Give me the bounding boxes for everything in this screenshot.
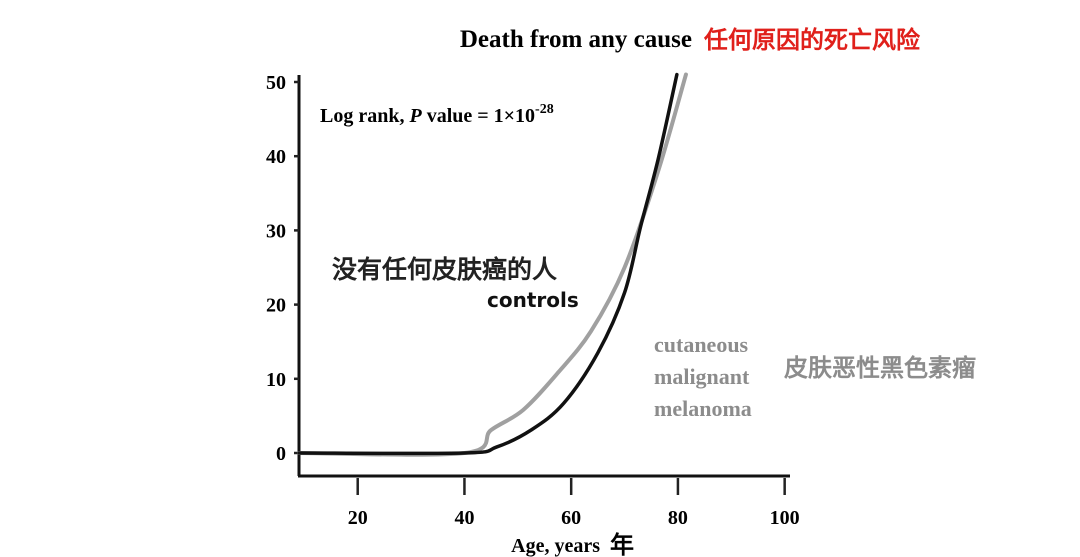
annotation-middle: value = 1×10 bbox=[422, 105, 535, 127]
melanoma-label-line-3: melanoma bbox=[654, 396, 752, 421]
annotation-prefix: Log rank, bbox=[320, 105, 409, 127]
series-lines bbox=[297, 72, 688, 457]
x-tick-label: 40 bbox=[454, 507, 474, 529]
title-cn: 任何原因的死亡风险 bbox=[703, 26, 921, 54]
log-rank-annotation: Log rank, P value = 1×10-28 bbox=[320, 102, 554, 127]
x-tick-label: 60 bbox=[561, 507, 581, 529]
annotation-p: P bbox=[408, 105, 422, 127]
melanoma-label-line-1: cutaneous bbox=[654, 332, 749, 357]
x-tick-label: 80 bbox=[668, 507, 688, 529]
y-tick-label: 0 bbox=[276, 443, 286, 465]
title-en: Death from any cause bbox=[460, 26, 692, 53]
axes: 20 40 60 80 100 0 10 20 30 40 50 bbox=[266, 72, 800, 529]
controls-label: controls bbox=[487, 288, 579, 312]
annotation-exponent: -28 bbox=[535, 102, 554, 117]
chart-title: Death from any cause 任何原因的死亡风险 bbox=[460, 26, 921, 54]
y-tick-label: 10 bbox=[266, 369, 286, 391]
controls-line bbox=[297, 72, 679, 456]
y-tick-label: 20 bbox=[266, 295, 286, 317]
x-axis-label: Age, years bbox=[511, 535, 600, 557]
melanoma-label-line-2: malignant bbox=[654, 364, 750, 389]
y-tick-label: 50 bbox=[266, 72, 286, 94]
y-tick-label: 40 bbox=[266, 146, 286, 168]
melanoma-label: cutaneous malignant melanoma bbox=[654, 332, 752, 421]
controls-label-cn: 没有任何皮肤癌的人 bbox=[332, 255, 557, 284]
x-axis-label-cn: 年 bbox=[610, 531, 634, 557]
x-tick-label: 20 bbox=[348, 507, 368, 529]
y-tick-label: 30 bbox=[266, 220, 286, 242]
melanoma-label-cn: 皮肤恶性黑色素瘤 bbox=[784, 354, 976, 382]
x-tick-label: 100 bbox=[770, 507, 800, 529]
